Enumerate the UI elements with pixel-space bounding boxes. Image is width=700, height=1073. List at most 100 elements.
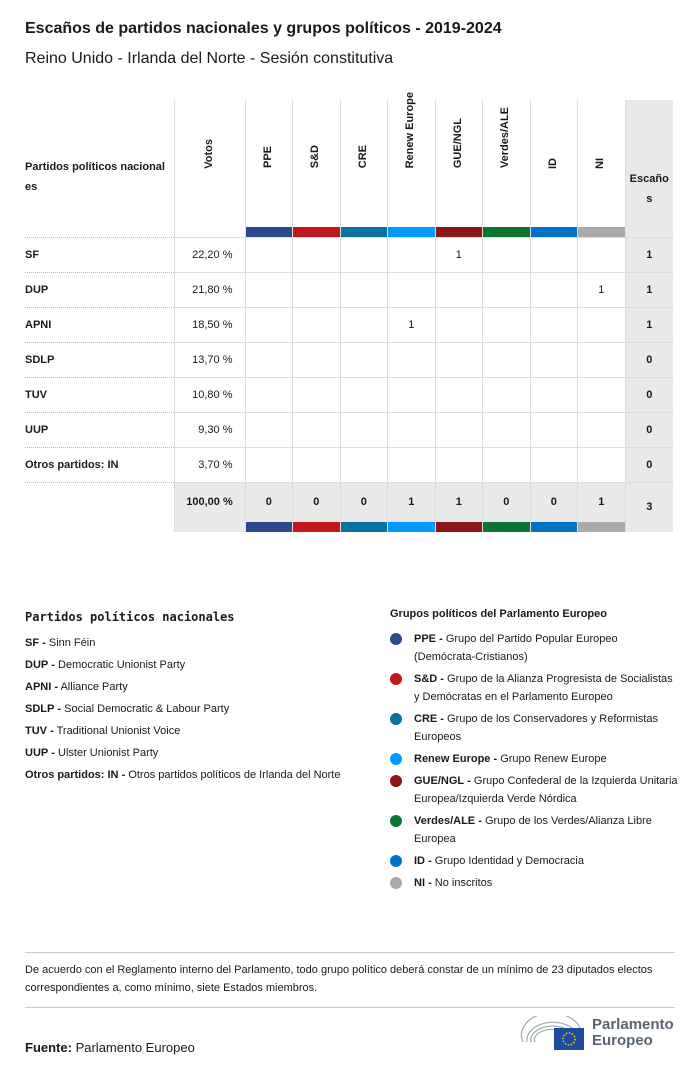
seat-cell: 1 <box>434 236 483 272</box>
seat-cell <box>244 411 293 447</box>
seats-table: Partidos políticos nacional es Votos PPE… <box>25 92 673 532</box>
seat-cell <box>577 306 625 342</box>
seat-cell <box>244 271 293 307</box>
seat-cell <box>244 236 293 272</box>
votes-cell: 22,20 % <box>173 236 245 272</box>
seat-cell <box>577 411 625 447</box>
votes-header: Votos <box>173 100 245 237</box>
table-row: Otros partidos: IN 3,70 % 0 <box>25 446 673 482</box>
seat-cell <box>339 376 388 412</box>
seat-cell <box>529 271 578 307</box>
page-subtitle: Reino Unido - Irlanda del Norte - Sesión… <box>25 50 394 67</box>
votes-cell: 21,80 % <box>173 271 245 307</box>
seat-cell <box>387 411 435 447</box>
color-dot-icon <box>390 775 402 787</box>
seat-cell <box>482 411 530 447</box>
seat-cell <box>339 306 388 342</box>
group-color-bar <box>340 522 387 532</box>
seat-cell <box>482 341 530 377</box>
group-color-bar <box>578 522 625 532</box>
seat-cell <box>529 236 578 272</box>
legend-title: Grupos políticos del Parlamento Europeo <box>390 608 607 620</box>
group-header: CRE <box>339 100 388 237</box>
legend-item: Otros partidos: IN - Otros partidos polí… <box>25 769 341 781</box>
seat-cell <box>244 446 293 482</box>
ep-logo: Parlamento Europeo <box>520 1016 682 1050</box>
total-seats-cell: 0 <box>624 446 673 482</box>
seat-cell <box>244 376 293 412</box>
seat-cell <box>339 446 388 482</box>
legend-item: ID - Grupo Identidad y Democracia <box>390 852 680 870</box>
seat-cell <box>387 236 435 272</box>
seat-cell <box>244 306 293 342</box>
page-title: Escaños de partidos nacionales y grupos … <box>25 20 502 37</box>
seat-cell <box>292 341 340 377</box>
seat-cell <box>529 411 578 447</box>
seat-cell <box>292 271 340 307</box>
seat-cell <box>434 341 483 377</box>
grand-total: 3 <box>624 481 673 532</box>
seat-cell <box>387 376 435 412</box>
group-header: PPE <box>244 100 293 237</box>
legend-item: NI - No inscritos <box>390 874 680 892</box>
total-seats-cell: 0 <box>624 376 673 412</box>
group-color-bar <box>293 522 340 532</box>
color-dot-icon <box>390 815 402 827</box>
group-color-bar <box>293 226 340 237</box>
group-total: 0 <box>244 481 293 532</box>
votes-total: 100,00 % <box>173 481 245 532</box>
legend-item: Verdes/ALE - Grupo de los Verdes/Alianza… <box>390 812 680 848</box>
color-dot-icon <box>390 713 402 725</box>
group-color-bar <box>388 522 435 532</box>
group-total: 0 <box>339 481 388 532</box>
party-header: Partidos políticos nacional es <box>25 161 165 194</box>
hemicycle-flag-icon <box>520 1016 584 1050</box>
votes-cell: 10,80 % <box>173 376 245 412</box>
seat-cell <box>434 271 483 307</box>
color-dot-icon <box>390 673 402 685</box>
legend-item: SDLP - Social Democratic & Labour Party <box>25 703 230 715</box>
party-cell: SF <box>25 236 174 272</box>
seat-cell <box>482 376 530 412</box>
group-total: 1 <box>387 481 435 532</box>
legend-title: Partidos políticos nacionales <box>25 610 235 624</box>
legend-item: GUE/NGL - Grupo Confederal de la Izquier… <box>390 772 680 808</box>
total-seats-cell: 0 <box>624 341 673 377</box>
group-color-bar <box>578 226 625 237</box>
seat-cell <box>577 376 625 412</box>
seat-cell: 1 <box>387 306 435 342</box>
seat-cell <box>577 446 625 482</box>
votes-cell: 18,50 % <box>173 306 245 342</box>
legend-item: PPE - Grupo del Partido Popular Europeo … <box>390 630 680 666</box>
legend-item: CRE - Grupo de los Conservadores y Refor… <box>390 710 680 746</box>
party-cell: Otros partidos: IN <box>25 446 174 482</box>
party-cell: APNI <box>25 306 174 342</box>
seat-cell <box>339 236 388 272</box>
legend-item: SF - Sinn Féin <box>25 637 96 649</box>
seat-cell <box>292 376 340 412</box>
group-color-bar <box>435 522 482 532</box>
seat-cell <box>434 306 483 342</box>
color-dot-icon <box>390 877 402 889</box>
source: Fuente: Parlamento Europeo <box>25 1040 195 1055</box>
group-color-bar <box>245 226 292 237</box>
group-header: Verdes/ALE <box>482 100 530 237</box>
seat-cell <box>434 376 483 412</box>
seat-cell <box>292 236 340 272</box>
total-seats-cell: 1 <box>624 271 673 307</box>
group-color-bar <box>483 522 530 532</box>
seat-cell <box>577 236 625 272</box>
seat-cell <box>482 306 530 342</box>
votes-cell: 3,70 % <box>173 446 245 482</box>
national-parties-legend: Partidos políticos nacionales SF - Sinn … <box>25 606 355 786</box>
votes-cell: 9,30 % <box>173 411 245 447</box>
seat-cell <box>482 446 530 482</box>
seats-header: Escaño s <box>624 100 673 237</box>
seat-cell <box>292 306 340 342</box>
table-row: APNI 18,50 % 1 1 <box>25 306 673 342</box>
legend-item: TUV - Traditional Unionist Voice <box>25 725 181 737</box>
votes-cell: 13,70 % <box>173 341 245 377</box>
party-cell: DUP <box>25 271 174 307</box>
group-color-bar <box>530 522 577 532</box>
group-color-bar <box>530 226 577 237</box>
